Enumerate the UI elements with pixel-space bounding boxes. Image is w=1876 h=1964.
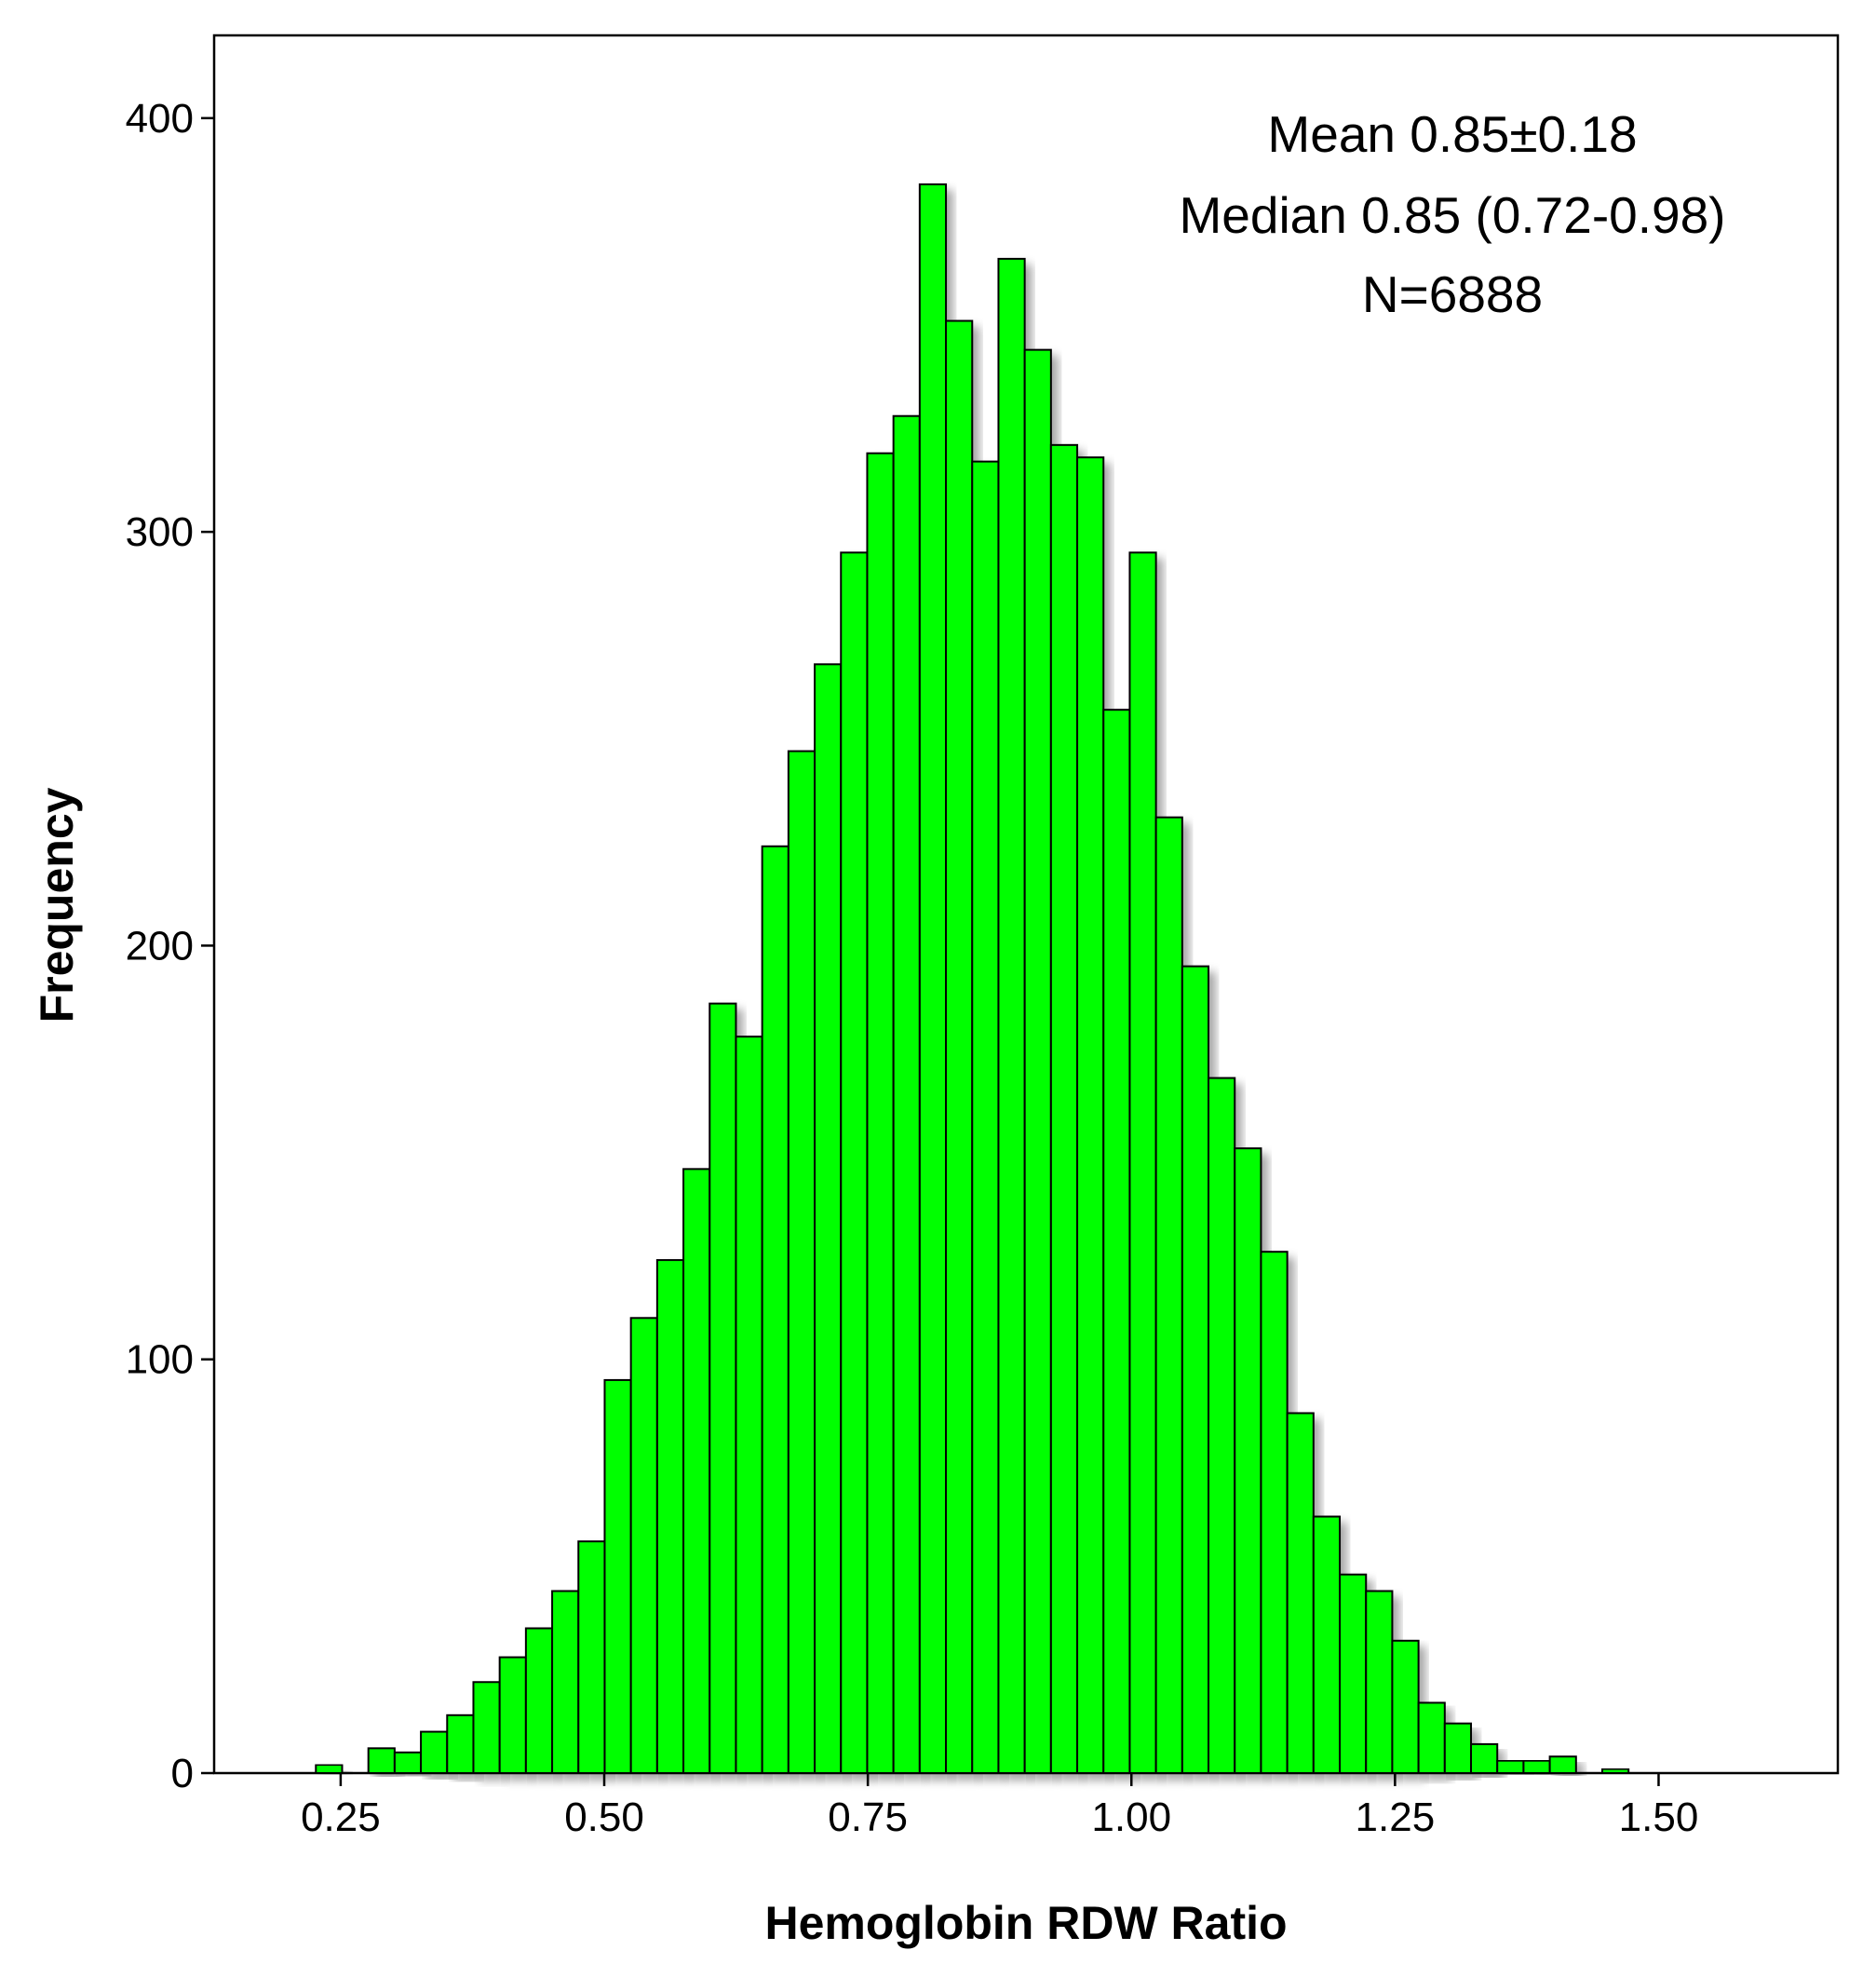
histogram-bar [1339, 1573, 1368, 1774]
histogram-bar [1522, 1759, 1551, 1774]
histogram-bar [472, 1681, 501, 1775]
histogram-bar [1208, 1077, 1236, 1774]
histogram-bar [735, 1036, 763, 1774]
histogram-bar [1312, 1515, 1342, 1774]
y-tick-label: 0 [171, 1751, 194, 1796]
histogram-bar [1049, 443, 1079, 1774]
histogram-bar [393, 1751, 423, 1775]
histogram-bar [840, 551, 869, 1774]
histogram-bar [761, 845, 790, 1774]
histogram-bar [1417, 1701, 1446, 1775]
mean-annotation: Mean 0.85±0.18 [1267, 105, 1637, 163]
histogram-bar [1023, 348, 1052, 1775]
histogram-bar [1154, 816, 1183, 1775]
x-tick-label: 1.50 [1619, 1795, 1699, 1840]
x-tick-label: 0.50 [564, 1795, 644, 1840]
histogram-bar [551, 1590, 580, 1774]
bars-group [315, 183, 1630, 1775]
histogram-bar [1496, 1759, 1525, 1774]
x-tick-label: 1.00 [1091, 1795, 1171, 1840]
histogram-bar [367, 1747, 396, 1775]
histogram-bar [814, 663, 843, 1774]
y-tick-label: 400 [126, 96, 194, 142]
x-tick-label: 0.25 [301, 1795, 381, 1840]
histogram-bar [1391, 1639, 1420, 1775]
x-axis-title: Hemoglobin RDW Ratio [764, 1897, 1287, 1949]
x-axis: 0.25 0.50 0.75 1.00 1.25 1.50 [301, 1773, 1698, 1840]
histogram-bar [1181, 965, 1210, 1774]
histogram-bar [420, 1730, 449, 1774]
y-axis-title: Frequency [31, 787, 83, 1023]
y-axis: 0 100 200 300 400 [126, 96, 214, 1796]
histogram-bar [787, 750, 817, 1774]
histogram-bar [524, 1627, 554, 1774]
histogram-bar [655, 1259, 685, 1774]
histogram-bar [1260, 1251, 1289, 1774]
histogram-bar [446, 1713, 475, 1775]
histogram-bar [1601, 1768, 1630, 1774]
histogram-bar [315, 1764, 344, 1774]
x-tick-label: 0.75 [828, 1795, 908, 1840]
median-annotation: Median 0.85 (0.72-0.98) [1179, 186, 1725, 244]
histogram-bar [1128, 551, 1157, 1774]
n-annotation: N=6888 [1362, 265, 1543, 323]
y-tick-label: 100 [126, 1337, 194, 1383]
histogram-bar [1548, 1755, 1577, 1774]
histogram-bar [1443, 1722, 1473, 1774]
histogram-bar [682, 1168, 711, 1775]
histogram-bar [603, 1378, 632, 1775]
histogram-bar [971, 460, 1000, 1775]
histogram-bar [997, 257, 1026, 1774]
histogram-bar [498, 1656, 527, 1774]
x-tick-label: 1.25 [1356, 1795, 1436, 1840]
y-tick-label: 300 [126, 509, 194, 555]
histogram-bar [577, 1540, 606, 1774]
histogram-bar [892, 414, 921, 1775]
histogram-bar [945, 319, 974, 1774]
histogram-bar [866, 452, 895, 1775]
histogram-bar [709, 1002, 737, 1774]
histogram-bar [1234, 1147, 1262, 1774]
histogram-bar [918, 183, 948, 1774]
histogram-bar [1365, 1590, 1394, 1774]
histogram-bar [1286, 1412, 1315, 1774]
histogram-bar [1470, 1742, 1499, 1775]
y-tick-label: 200 [126, 923, 194, 968]
histogram-bar [1102, 709, 1131, 1775]
histogram-bar [1076, 456, 1105, 1775]
histogram-bar [629, 1317, 658, 1775]
